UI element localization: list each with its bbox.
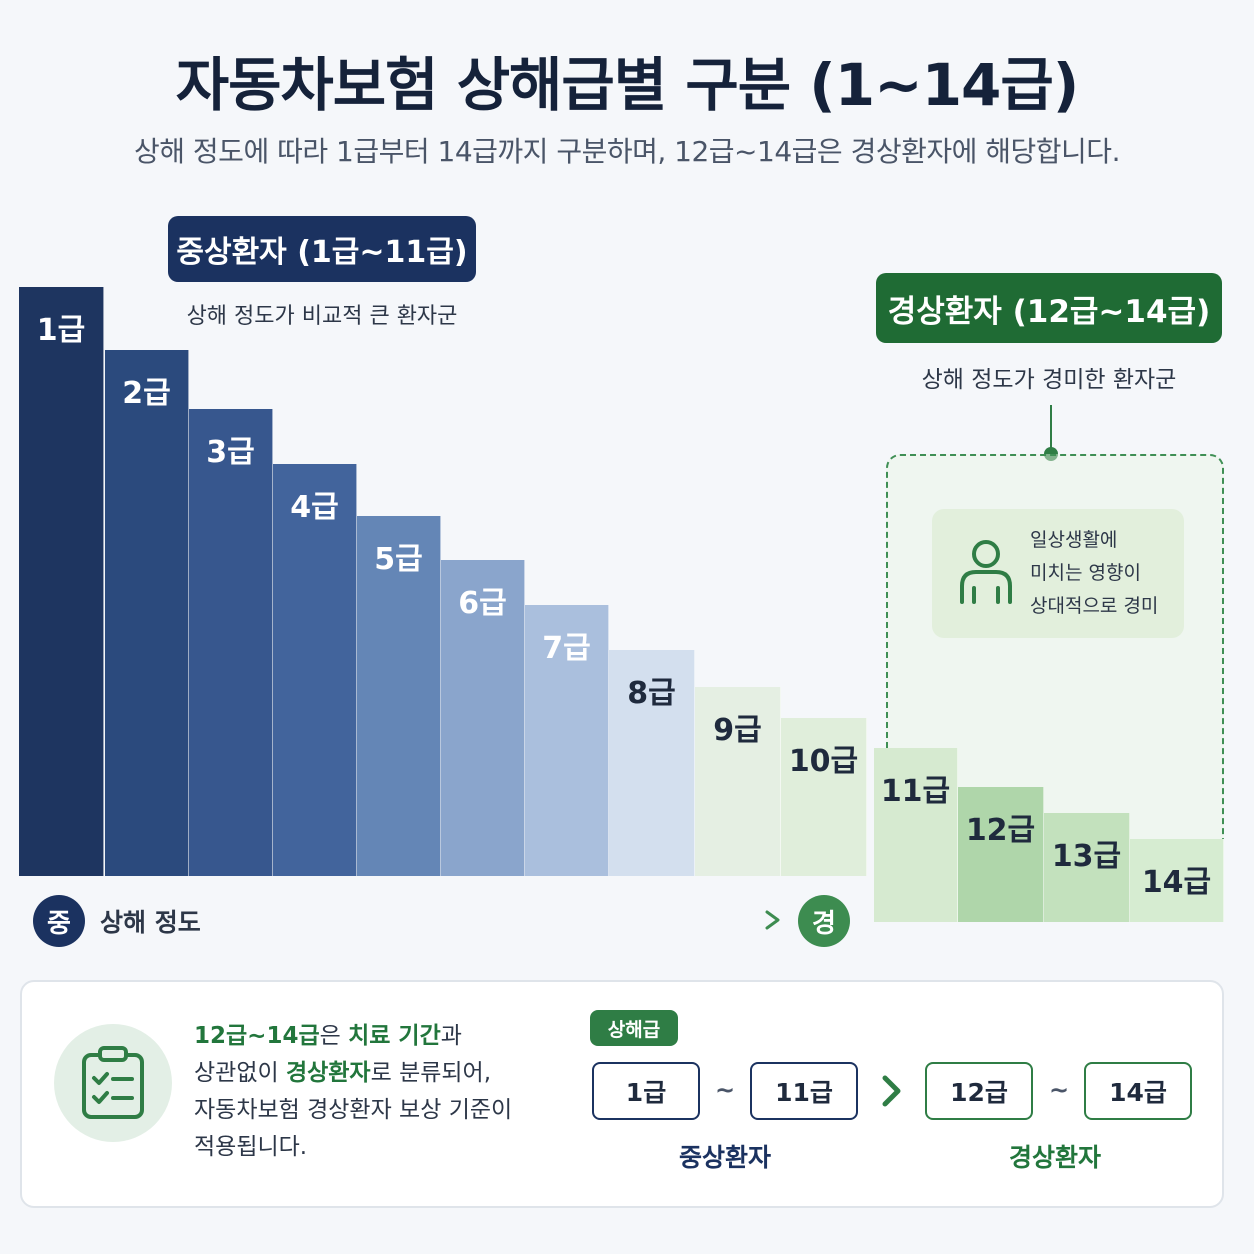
grade-bar: 6급 [441,560,525,876]
mild-to-box: 14급 [1084,1062,1192,1120]
grade-bar-label: 5급 [374,542,423,577]
note-line: 상관없이 경상환자로 분류되어, [194,1055,554,1092]
note-highlight: 경상환자 [285,1060,371,1086]
grade-bar: 8급 [609,650,695,876]
grade-bar-label: 10급 [788,744,859,779]
grade-bar: 10급 [781,718,867,876]
note-highlight: 치료 기간 [348,1023,441,1049]
chevron-right-icon [882,1075,901,1107]
mild-info-line: 상대적으로 경미 [1030,595,1159,617]
mild-marker: 경 [798,895,850,947]
note-text: 상관없이 [194,1060,286,1086]
grade-bar-label: 2급 [122,376,171,411]
grade-bar-label: 12급 [965,813,1036,848]
grade-bar-label: 14급 [1141,865,1212,900]
mild-group-description: 상해 정도가 경미한 환자군 [921,367,1177,393]
severe-group-badge: 중상환자 (1급~11급) [168,216,476,282]
severe-marker: 중 [33,895,85,947]
grade-bar-label: 6급 [458,586,507,621]
note-text: 로 분류되어, [370,1060,492,1086]
mild-group-badge: 경상환자 (12급~14급) [876,273,1222,343]
severity-arrow [217,910,780,930]
grade-bar-label: 11급 [880,774,951,809]
grade-bar-label: 8급 [627,676,676,711]
grade-bar: 13급 [1044,813,1130,922]
mild-range-label: 경상환자 [1008,1143,1101,1172]
note-highlight: 12급~14급 [194,1023,320,1049]
mild-connector-line [1050,405,1052,453]
clipboard-check-icon [82,1046,144,1119]
grade-tag: 상해급 [590,1010,678,1046]
severe-marker-text: 중 [47,908,71,939]
mild-info-line: 일상생활에 [1030,529,1118,551]
severe-to-box: 11급 [750,1062,858,1120]
note-line: 12급~14급은 치료 기간과 [194,1018,554,1055]
grade-bar-label: 1급 [36,313,86,348]
page-subtitle: 상해 정도에 따라 1급부터 14급까지 구분하며, 12급~14급은 경상환자… [134,135,1120,168]
note-line: 자동차보험 경상환자 보상 기준이 [194,1097,513,1123]
severe-range-label: 중상환자 [678,1143,771,1172]
severe-from-box: 1급 [592,1062,700,1120]
grade-bar: 12급 [958,787,1044,922]
grade-bar-label: 3급 [206,435,255,470]
note-text: 은 [319,1023,349,1049]
grade-bar: 1급 [19,287,104,876]
grade-bar: 3급 [189,409,273,876]
mild-range-tilde: ~ [1049,1076,1070,1104]
grade-bar: 9급 [695,687,781,876]
mild-info-line: 미치는 영향이 [1030,562,1141,584]
grade-bar-label: 4급 [290,490,339,525]
mild-marker-text: 경 [812,908,836,939]
note-line: 적용됩니다. [194,1134,308,1160]
summary-note: 12급~14급은 치료 기간과 상관없이 경상환자로 분류되어, 자동차보험 경… [194,1018,554,1166]
note-text: 과 [440,1023,462,1049]
grade-bar-label: 7급 [542,631,591,666]
axis-label: 상해 정도 [100,908,201,937]
severe-group-description: 상해 정도가 비교적 큰 환자군 [186,304,458,329]
grade-bar-label: 13급 [1051,839,1122,874]
clipboard-icon-bg [54,1024,172,1142]
grade-bar: 2급 [105,350,189,876]
mild-info-text: 일상생활에 미치는 영향이 상대적으로 경미 [1030,524,1180,623]
grade-bar: 11급 [874,748,958,922]
person-icon [960,540,1012,604]
grade-bar: 14급 [1130,839,1224,922]
page-title: 자동차보험 상해급별 구분 (1~14급) [175,51,1080,119]
grade-bar-label: 9급 [713,713,762,748]
grade-bar: 4급 [273,464,357,876]
grade-bar: 7급 [525,605,609,876]
severe-range-tilde: ~ [715,1076,736,1104]
grade-bar: 5급 [357,516,441,876]
mild-from-box: 12급 [925,1062,1033,1120]
